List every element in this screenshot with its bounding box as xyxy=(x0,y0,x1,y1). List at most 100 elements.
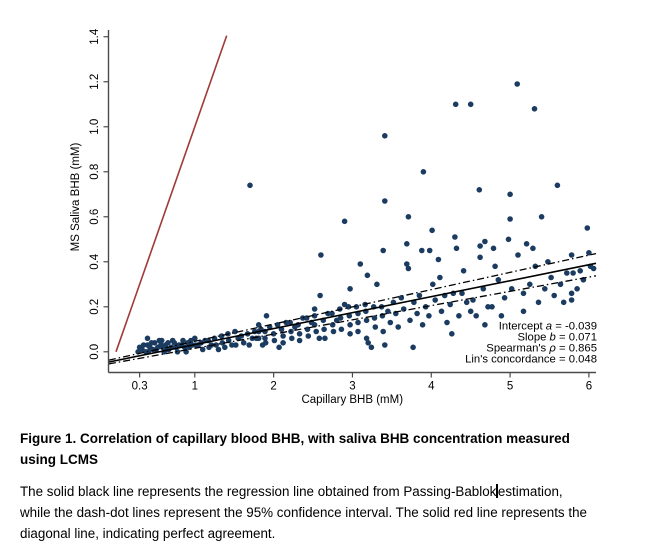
data-point xyxy=(385,308,391,315)
data-point xyxy=(355,328,361,335)
data-point xyxy=(382,198,388,204)
data-point xyxy=(165,340,171,346)
data-point xyxy=(577,268,583,274)
data-point xyxy=(456,313,462,319)
data-point xyxy=(318,252,324,258)
data-point xyxy=(482,322,488,328)
data-point xyxy=(492,263,498,270)
data-point xyxy=(410,344,416,351)
data-point xyxy=(171,340,178,346)
data-point xyxy=(158,337,165,344)
x-tick-label: 1 xyxy=(192,381,198,393)
data-point xyxy=(531,106,538,112)
data-point xyxy=(262,340,269,346)
y-tick-label: 0.4 xyxy=(89,253,101,270)
data-point xyxy=(382,342,388,348)
data-point xyxy=(151,340,158,346)
data-point xyxy=(364,272,371,279)
stats-line: Slope b = 0.071 xyxy=(518,332,598,344)
data-point xyxy=(380,328,387,335)
y-tick-label: 0.2 xyxy=(89,299,101,315)
data-point xyxy=(426,247,433,254)
data-point xyxy=(255,322,262,328)
data-point xyxy=(405,214,412,220)
data-point xyxy=(459,290,465,297)
x-axis-title: Capillary BHB (mM) xyxy=(301,394,403,406)
data-point xyxy=(345,304,352,310)
data-point xyxy=(438,308,445,315)
y-tick-label: 1.2 xyxy=(89,74,101,90)
data-point xyxy=(570,270,576,276)
data-point xyxy=(416,292,423,299)
data-point xyxy=(316,335,323,342)
data-point xyxy=(233,342,239,348)
data-point xyxy=(374,281,380,288)
data-point xyxy=(564,270,570,276)
data-point xyxy=(530,245,536,252)
data-point xyxy=(363,317,370,324)
x-tick-label: 6 xyxy=(586,381,592,393)
data-point xyxy=(371,315,378,321)
y-axis-title: MS Saliva BHB (mM) xyxy=(70,143,82,252)
data-point xyxy=(144,335,151,342)
data-point xyxy=(507,216,513,222)
data-point xyxy=(568,297,575,303)
data-point xyxy=(437,274,443,281)
data-point xyxy=(452,101,459,108)
data-point xyxy=(199,346,206,353)
data-point xyxy=(382,133,388,139)
data-point xyxy=(557,281,564,288)
data-point xyxy=(460,268,467,274)
caption-body: The solid black line represents the regr… xyxy=(20,481,652,544)
x-tick-label: 5 xyxy=(507,381,513,393)
data-point xyxy=(329,310,335,317)
data-point xyxy=(338,326,345,333)
data-point xyxy=(480,286,487,292)
caption-text-before-cursor: The solid black line represents the regr… xyxy=(20,484,497,499)
data-point xyxy=(444,319,450,326)
data-point xyxy=(219,340,226,346)
data-point xyxy=(300,315,306,321)
data-point xyxy=(414,310,420,317)
data-point xyxy=(407,317,413,324)
data-point xyxy=(174,349,181,355)
data-point xyxy=(313,328,320,335)
data-point xyxy=(477,243,483,249)
y-tick-label: 1.0 xyxy=(89,119,101,135)
x-tick-label: 4 xyxy=(428,381,435,393)
data-point xyxy=(490,245,497,252)
data-point xyxy=(322,335,328,342)
data-point xyxy=(419,322,426,328)
data-point xyxy=(507,191,513,198)
data-point xyxy=(420,169,427,175)
data-point xyxy=(482,238,488,245)
caption-title: Figure 1. Correlation of capillary blood… xyxy=(20,428,652,470)
data-point xyxy=(255,335,262,342)
ci-lower-line xyxy=(108,275,597,365)
figure-caption: Figure 1. Correlation of capillary blood… xyxy=(20,428,652,544)
data-point xyxy=(363,335,370,342)
data-point xyxy=(347,286,353,292)
data-point xyxy=(387,319,394,326)
data-point xyxy=(476,187,483,193)
caption-title-line-1: Figure 1. Correlation of capillary blood… xyxy=(20,431,570,446)
data-point xyxy=(317,292,323,299)
data-point xyxy=(523,241,530,247)
data-point xyxy=(347,331,353,337)
data-point xyxy=(473,313,480,319)
y-tick-label: 0.0 xyxy=(89,344,101,360)
data-point xyxy=(289,335,295,342)
data-point xyxy=(296,331,303,337)
data-point xyxy=(246,342,252,348)
data-point xyxy=(463,299,470,306)
data-point xyxy=(548,274,554,281)
y-tick-label: 1.4 xyxy=(89,28,101,45)
data-point xyxy=(527,281,533,288)
data-point xyxy=(380,247,387,254)
data-point xyxy=(365,340,372,346)
data-point xyxy=(280,333,286,339)
data-point xyxy=(404,241,410,247)
data-point xyxy=(568,252,575,258)
stats-line: Spearman's ρ = 0.865 xyxy=(486,343,597,355)
data-point xyxy=(404,261,410,267)
